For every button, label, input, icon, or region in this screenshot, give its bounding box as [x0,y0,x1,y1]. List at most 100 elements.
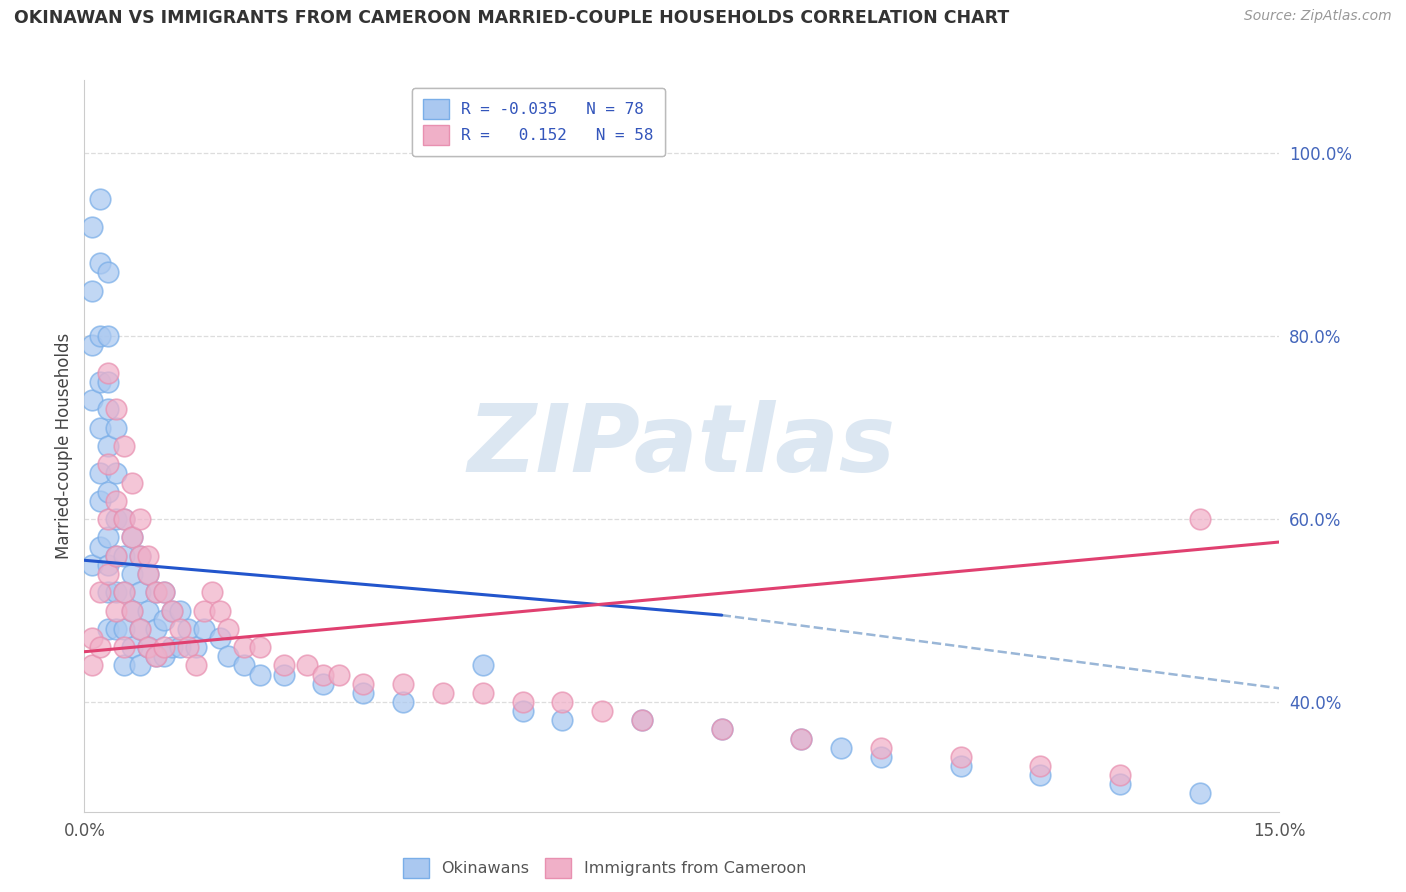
Point [129,658,152,673]
Point [790,731,813,746]
Point [312,677,335,691]
Point [193,604,215,618]
Legend: R = -0.035   N = 78, R =   0.152   N = 58: R = -0.035 N = 78, R = 0.152 N = 58 [412,88,665,156]
Point [89,421,111,435]
Point [273,658,295,673]
Point [112,549,135,563]
Point [352,686,374,700]
Point [249,667,271,681]
Point [121,604,143,618]
Point [153,585,176,599]
Point [121,640,143,655]
Point [82,393,104,408]
Point [830,740,852,755]
Point [160,604,183,618]
Point [249,640,271,655]
Point [145,585,167,599]
Point [177,622,200,636]
Point [631,714,654,728]
Point [512,704,534,718]
Point [273,667,295,681]
Point [136,567,159,582]
Point [232,640,254,655]
Point [89,329,111,343]
Point [105,494,128,508]
Point [105,549,128,563]
Point [112,512,135,526]
Point [136,640,159,655]
Point [105,585,128,599]
Point [1109,768,1132,782]
Point [136,549,159,563]
Point [949,759,972,773]
Point [89,640,111,655]
Point [169,604,191,618]
Point [1188,787,1211,801]
Point [153,640,176,655]
Point [392,677,415,691]
Point [97,585,120,599]
Point [89,192,111,206]
Point [512,695,534,709]
Point [153,585,176,599]
Point [392,695,415,709]
Point [97,567,120,582]
Point [184,658,207,673]
Point [97,375,120,389]
Point [105,512,128,526]
Point [89,494,111,508]
Point [208,631,231,645]
Point [129,549,152,563]
Point [870,740,893,755]
Text: ZIPatlas: ZIPatlas [468,400,896,492]
Point [471,658,494,673]
Point [145,649,167,664]
Point [82,338,104,352]
Y-axis label: Married-couple Households: Married-couple Households [55,333,73,559]
Point [105,467,128,481]
Point [160,640,183,655]
Point [129,512,152,526]
Point [89,375,111,389]
Point [177,640,200,655]
Point [1029,768,1052,782]
Point [232,658,254,673]
Point [217,622,239,636]
Point [153,613,176,627]
Point [432,686,454,700]
Point [97,366,120,380]
Point [551,695,574,709]
Point [89,467,111,481]
Point [145,649,167,664]
Point [121,530,143,544]
Point [129,622,152,636]
Point [112,640,135,655]
Point [105,421,128,435]
Point [153,649,176,664]
Point [112,658,135,673]
Point [97,402,120,417]
Point [105,622,128,636]
Point [169,640,191,655]
Point [217,649,239,664]
Point [97,329,120,343]
Point [169,622,191,636]
Point [129,585,152,599]
Point [136,567,159,582]
Point [129,549,152,563]
Text: Source: ZipAtlas.com: Source: ZipAtlas.com [1244,9,1392,23]
Point [121,530,143,544]
Point [105,549,128,563]
Point [89,585,111,599]
Point [105,604,128,618]
Point [1188,512,1211,526]
Point [136,640,159,655]
Point [112,512,135,526]
Point [121,567,143,582]
Point [82,631,104,645]
Point [112,439,135,453]
Point [710,723,733,737]
Point [184,640,207,655]
Point [82,558,104,572]
Point [471,686,494,700]
